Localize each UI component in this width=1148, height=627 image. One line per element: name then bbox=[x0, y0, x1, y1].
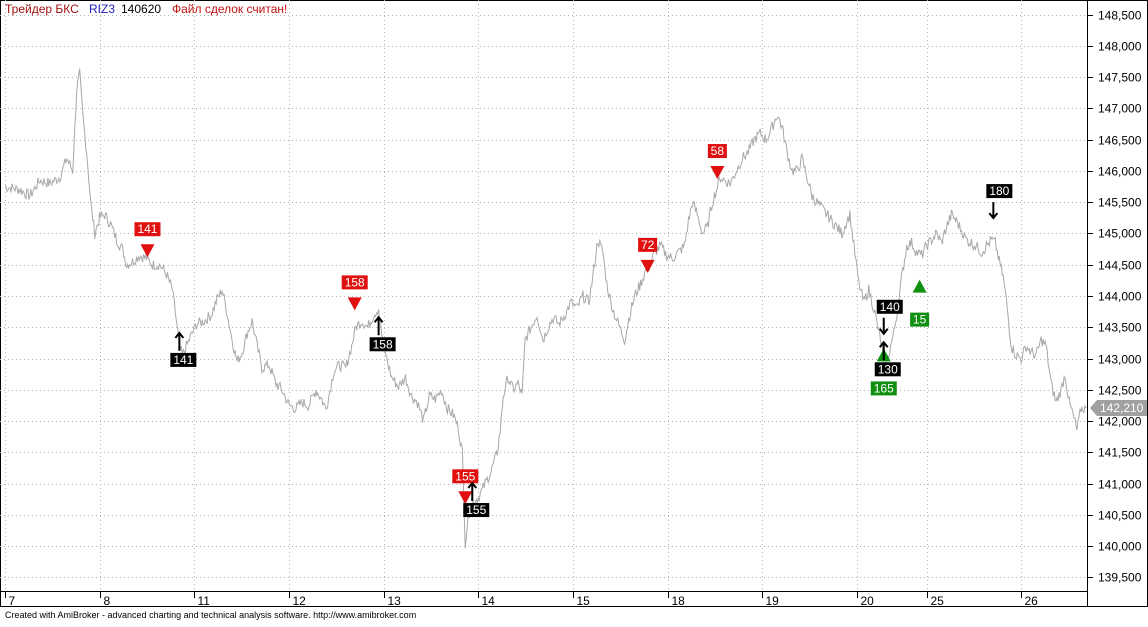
trade-label-box bbox=[369, 337, 396, 352]
trade-label: 72 bbox=[641, 238, 655, 252]
x-tick-label: 7 bbox=[9, 594, 16, 608]
up-arrow-icon bbox=[878, 340, 889, 361]
trade-label-box bbox=[876, 299, 903, 314]
trade-label: 130 bbox=[878, 362, 898, 376]
y-tick-label: 143,500 bbox=[1098, 321, 1142, 335]
trade-label: 58 bbox=[711, 144, 725, 158]
trade-marker-buy: 15 bbox=[910, 279, 930, 327]
trade-label: 165 bbox=[874, 381, 894, 395]
buy-triangle-icon bbox=[912, 279, 927, 293]
sell-triangle-icon bbox=[347, 297, 362, 311]
x-tick-label: 11 bbox=[198, 594, 211, 608]
up-arrow-icon bbox=[174, 331, 185, 351]
x-tick-label: 18 bbox=[672, 594, 686, 608]
sell-triangle-icon bbox=[640, 259, 655, 273]
last-price-value: 142,210 bbox=[1100, 401, 1144, 415]
x-tick-label: 15 bbox=[577, 594, 591, 608]
trade-label-box bbox=[870, 381, 897, 396]
trade-marker-cover: 158 bbox=[369, 315, 396, 352]
sell-triangle-icon bbox=[710, 166, 725, 180]
trade-marker-sell: 58 bbox=[707, 144, 727, 180]
x-tick-label: 20 bbox=[861, 594, 875, 608]
sell-triangle-icon bbox=[458, 491, 473, 505]
x-tick-label: 12 bbox=[293, 594, 307, 608]
trade-marker-sell: 158 bbox=[341, 275, 368, 311]
x-axis: 7 8 11 12 13 14 15 18 19 20 25 26 bbox=[5, 591, 1039, 608]
y-tick-label: 140,000 bbox=[1098, 540, 1142, 554]
last-price-tag: 142,210 bbox=[1090, 399, 1147, 416]
trade-marker-exit: 180 bbox=[986, 184, 1013, 220]
x-tick-label: 25 bbox=[931, 594, 945, 608]
header-status: Файл сделок считан! bbox=[172, 2, 287, 16]
trade-markers: 141 141 158 158 155 155 58 72 140 165 130 15 180 bbox=[134, 144, 1013, 518]
header-ticker: RIZ3 bbox=[89, 2, 115, 16]
trade-marker-cover: 155 bbox=[463, 481, 490, 518]
y-tick-label: 148,000 bbox=[1098, 40, 1142, 54]
y-tick-label: 142,000 bbox=[1098, 415, 1142, 429]
up-arrow-icon bbox=[467, 481, 478, 502]
y-tick-label: 141,500 bbox=[1098, 446, 1142, 460]
y-tick-label: 147,500 bbox=[1098, 71, 1142, 85]
y-tick-label: 144,500 bbox=[1098, 259, 1142, 273]
trade-label: 140 bbox=[880, 300, 900, 314]
trade-label-box bbox=[463, 503, 490, 518]
y-tick-label: 141,000 bbox=[1098, 478, 1142, 492]
y-tick-label: 140,500 bbox=[1098, 509, 1142, 523]
x-tick-label: 19 bbox=[766, 594, 780, 608]
trade-label: 141 bbox=[173, 353, 193, 367]
y-axis: 139,500 140,000 140,500 141,000 141,500 142,0… bbox=[1087, 9, 1142, 585]
trade-marker-exit: 140 bbox=[876, 299, 903, 336]
trade-marker-sell: 141 bbox=[134, 222, 161, 258]
down-arrow-icon bbox=[878, 317, 889, 336]
trade-marker-sell: 72 bbox=[638, 237, 658, 273]
y-tick-label: 147,000 bbox=[1098, 102, 1142, 116]
up-arrow-icon bbox=[373, 315, 384, 336]
y-tick-label: 145,500 bbox=[1098, 196, 1142, 210]
x-tick-label: 14 bbox=[482, 594, 496, 608]
trade-label-box bbox=[910, 312, 930, 327]
trade-label: 158 bbox=[345, 275, 365, 289]
x-tick-label: 8 bbox=[104, 594, 111, 608]
x-tick-label: 13 bbox=[388, 594, 402, 608]
trade-marker-cover: 141 bbox=[170, 331, 197, 367]
x-tick-label: 26 bbox=[1025, 594, 1039, 608]
y-tick-label: 144,000 bbox=[1098, 290, 1142, 304]
last-price-badge bbox=[1090, 399, 1147, 416]
trade-label-box bbox=[134, 222, 161, 237]
down-arrow-icon bbox=[988, 202, 999, 220]
y-tick-label: 146,500 bbox=[1098, 134, 1142, 148]
trade-label: 155 bbox=[455, 469, 475, 483]
y-tick-label: 143,000 bbox=[1098, 353, 1142, 367]
trade-label-box bbox=[341, 275, 368, 290]
trade-label: 141 bbox=[137, 222, 157, 236]
trade-label: 15 bbox=[913, 313, 927, 327]
trade-label-box bbox=[170, 352, 197, 367]
y-tick-label: 139,500 bbox=[1098, 571, 1142, 585]
trade-label-box bbox=[452, 469, 479, 484]
trade-label-box bbox=[986, 184, 1013, 199]
y-tick-label: 142,500 bbox=[1098, 384, 1142, 398]
grid bbox=[0, 0, 1087, 591]
trade-marker-sell: 155 bbox=[452, 469, 479, 505]
sell-triangle-icon bbox=[140, 244, 155, 258]
trade-label: 158 bbox=[373, 337, 393, 351]
footer-credit: Created with AmiBroker - advanced charti… bbox=[5, 610, 416, 620]
trade-label-box bbox=[638, 237, 658, 252]
header-source: Трейдер БКС bbox=[5, 2, 79, 16]
trade-label: 180 bbox=[989, 184, 1009, 198]
y-tick-label: 148,500 bbox=[1098, 9, 1142, 23]
trade-label: 155 bbox=[466, 503, 486, 517]
y-tick-label: 146,000 bbox=[1098, 165, 1142, 179]
y-tick-label: 145,000 bbox=[1098, 227, 1142, 241]
trade-label-box bbox=[874, 362, 901, 377]
trade-label-box bbox=[707, 144, 727, 159]
trade-marker-cover: 130 bbox=[874, 340, 901, 377]
header-price: 140620 bbox=[121, 2, 161, 16]
